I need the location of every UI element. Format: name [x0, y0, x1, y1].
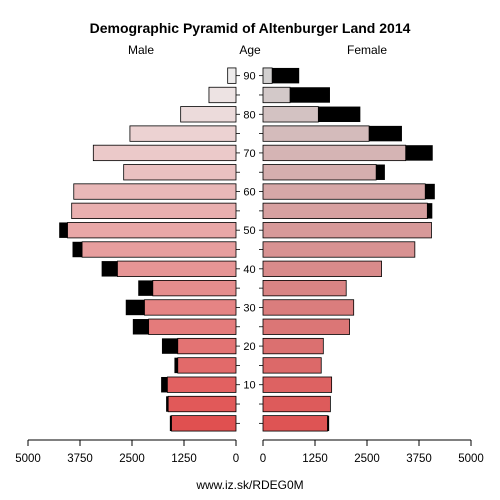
x-tick-label: 0 — [260, 453, 266, 465]
female-bar — [262, 67, 273, 84]
male-bar — [144, 299, 237, 316]
female-bar — [262, 241, 416, 258]
female-bar — [262, 183, 426, 200]
x-tick-label: 5000 — [15, 453, 41, 465]
male-bar — [171, 415, 237, 432]
chart-title: Demographic Pyramid of Altenburger Land … — [90, 20, 411, 36]
male-bar — [71, 202, 237, 219]
female-surplus-bar — [405, 145, 433, 161]
x-tick-label: 5000 — [458, 453, 484, 465]
female-bar — [262, 357, 322, 374]
male-surplus-bar — [161, 338, 178, 354]
male-bar — [92, 144, 237, 162]
age-label: 40 — [243, 264, 255, 276]
male-surplus-bar — [125, 299, 145, 316]
x-tick-label: 3750 — [67, 453, 93, 465]
age-label: 80 — [243, 109, 255, 121]
male-bar — [129, 125, 237, 142]
male-header: Male — [128, 43, 154, 57]
x-tick-label: 2500 — [119, 453, 145, 465]
age-label: 90 — [243, 71, 255, 83]
female-bar — [262, 415, 328, 432]
x-tick-label: 0 — [233, 453, 239, 465]
female-bar — [262, 86, 291, 104]
age-label: 60 — [243, 187, 255, 199]
x-tick-label: 3750 — [406, 453, 432, 465]
female-surplus-bar — [425, 183, 435, 200]
age-label: 70 — [243, 148, 255, 160]
male-surplus-bar — [174, 357, 178, 374]
female-bar — [262, 222, 432, 239]
male-bar — [167, 395, 237, 413]
female-surplus-bar — [272, 67, 300, 84]
male-bar — [227, 67, 237, 84]
female-bar — [262, 299, 355, 316]
age-axis: 10 20 30 40 50 60 70 80 90 — [236, 71, 263, 424]
female-bar — [262, 202, 428, 219]
female-bar — [262, 144, 407, 162]
male-bar — [148, 318, 237, 335]
age-label: 10 — [243, 380, 255, 392]
x-tick-label: 1250 — [171, 453, 197, 465]
male-surplus-bar — [72, 241, 83, 258]
age-label: 50 — [243, 225, 255, 237]
male-surplus-bar — [59, 222, 68, 238]
male-bar — [180, 106, 237, 123]
male-bar — [81, 241, 237, 258]
male-bar — [177, 337, 237, 355]
male-surplus-bar — [101, 261, 118, 277]
male-bar — [166, 376, 237, 393]
male-surplus-bar — [132, 319, 149, 335]
x-axis: 5000 3750 2500 1250 0 0 1250 2500 3750 5000 — [15, 439, 484, 465]
male-bar — [117, 260, 237, 277]
female-surplus-bar — [376, 164, 385, 180]
female-bar — [262, 395, 331, 413]
female-bar — [262, 164, 377, 181]
male-bar — [152, 280, 237, 297]
male-bar — [67, 222, 237, 239]
female-bar — [262, 280, 347, 297]
male-bar — [208, 86, 237, 104]
female-surplus-bar — [318, 106, 361, 123]
female-bar — [262, 106, 319, 123]
female-surplus-bar — [327, 415, 330, 432]
x-tick-label: 2500 — [354, 453, 380, 465]
female-surplus-bar — [290, 87, 330, 103]
age-label: 30 — [243, 302, 255, 314]
x-tick-label: 1250 — [302, 453, 328, 465]
footer-source: www.iz.sk/RDEG0M — [195, 478, 303, 492]
age-label: 20 — [243, 341, 255, 353]
female-header: Female — [347, 43, 387, 57]
male-surplus-bar — [138, 280, 153, 296]
bars-layer — [59, 67, 435, 432]
age-header: Age — [239, 43, 261, 57]
female-bar — [262, 318, 350, 335]
female-bar — [262, 376, 333, 393]
male-bar — [123, 164, 237, 181]
male-bar — [73, 183, 237, 200]
female-bar — [262, 260, 382, 277]
female-surplus-bar — [427, 203, 433, 219]
male-surplus-bar — [166, 396, 169, 412]
male-surplus-bar — [169, 415, 172, 432]
female-bar — [262, 337, 324, 355]
female-surplus-bar — [369, 125, 402, 142]
male-bar — [177, 357, 237, 374]
male-surplus-bar — [161, 376, 168, 393]
female-bar — [262, 125, 370, 142]
